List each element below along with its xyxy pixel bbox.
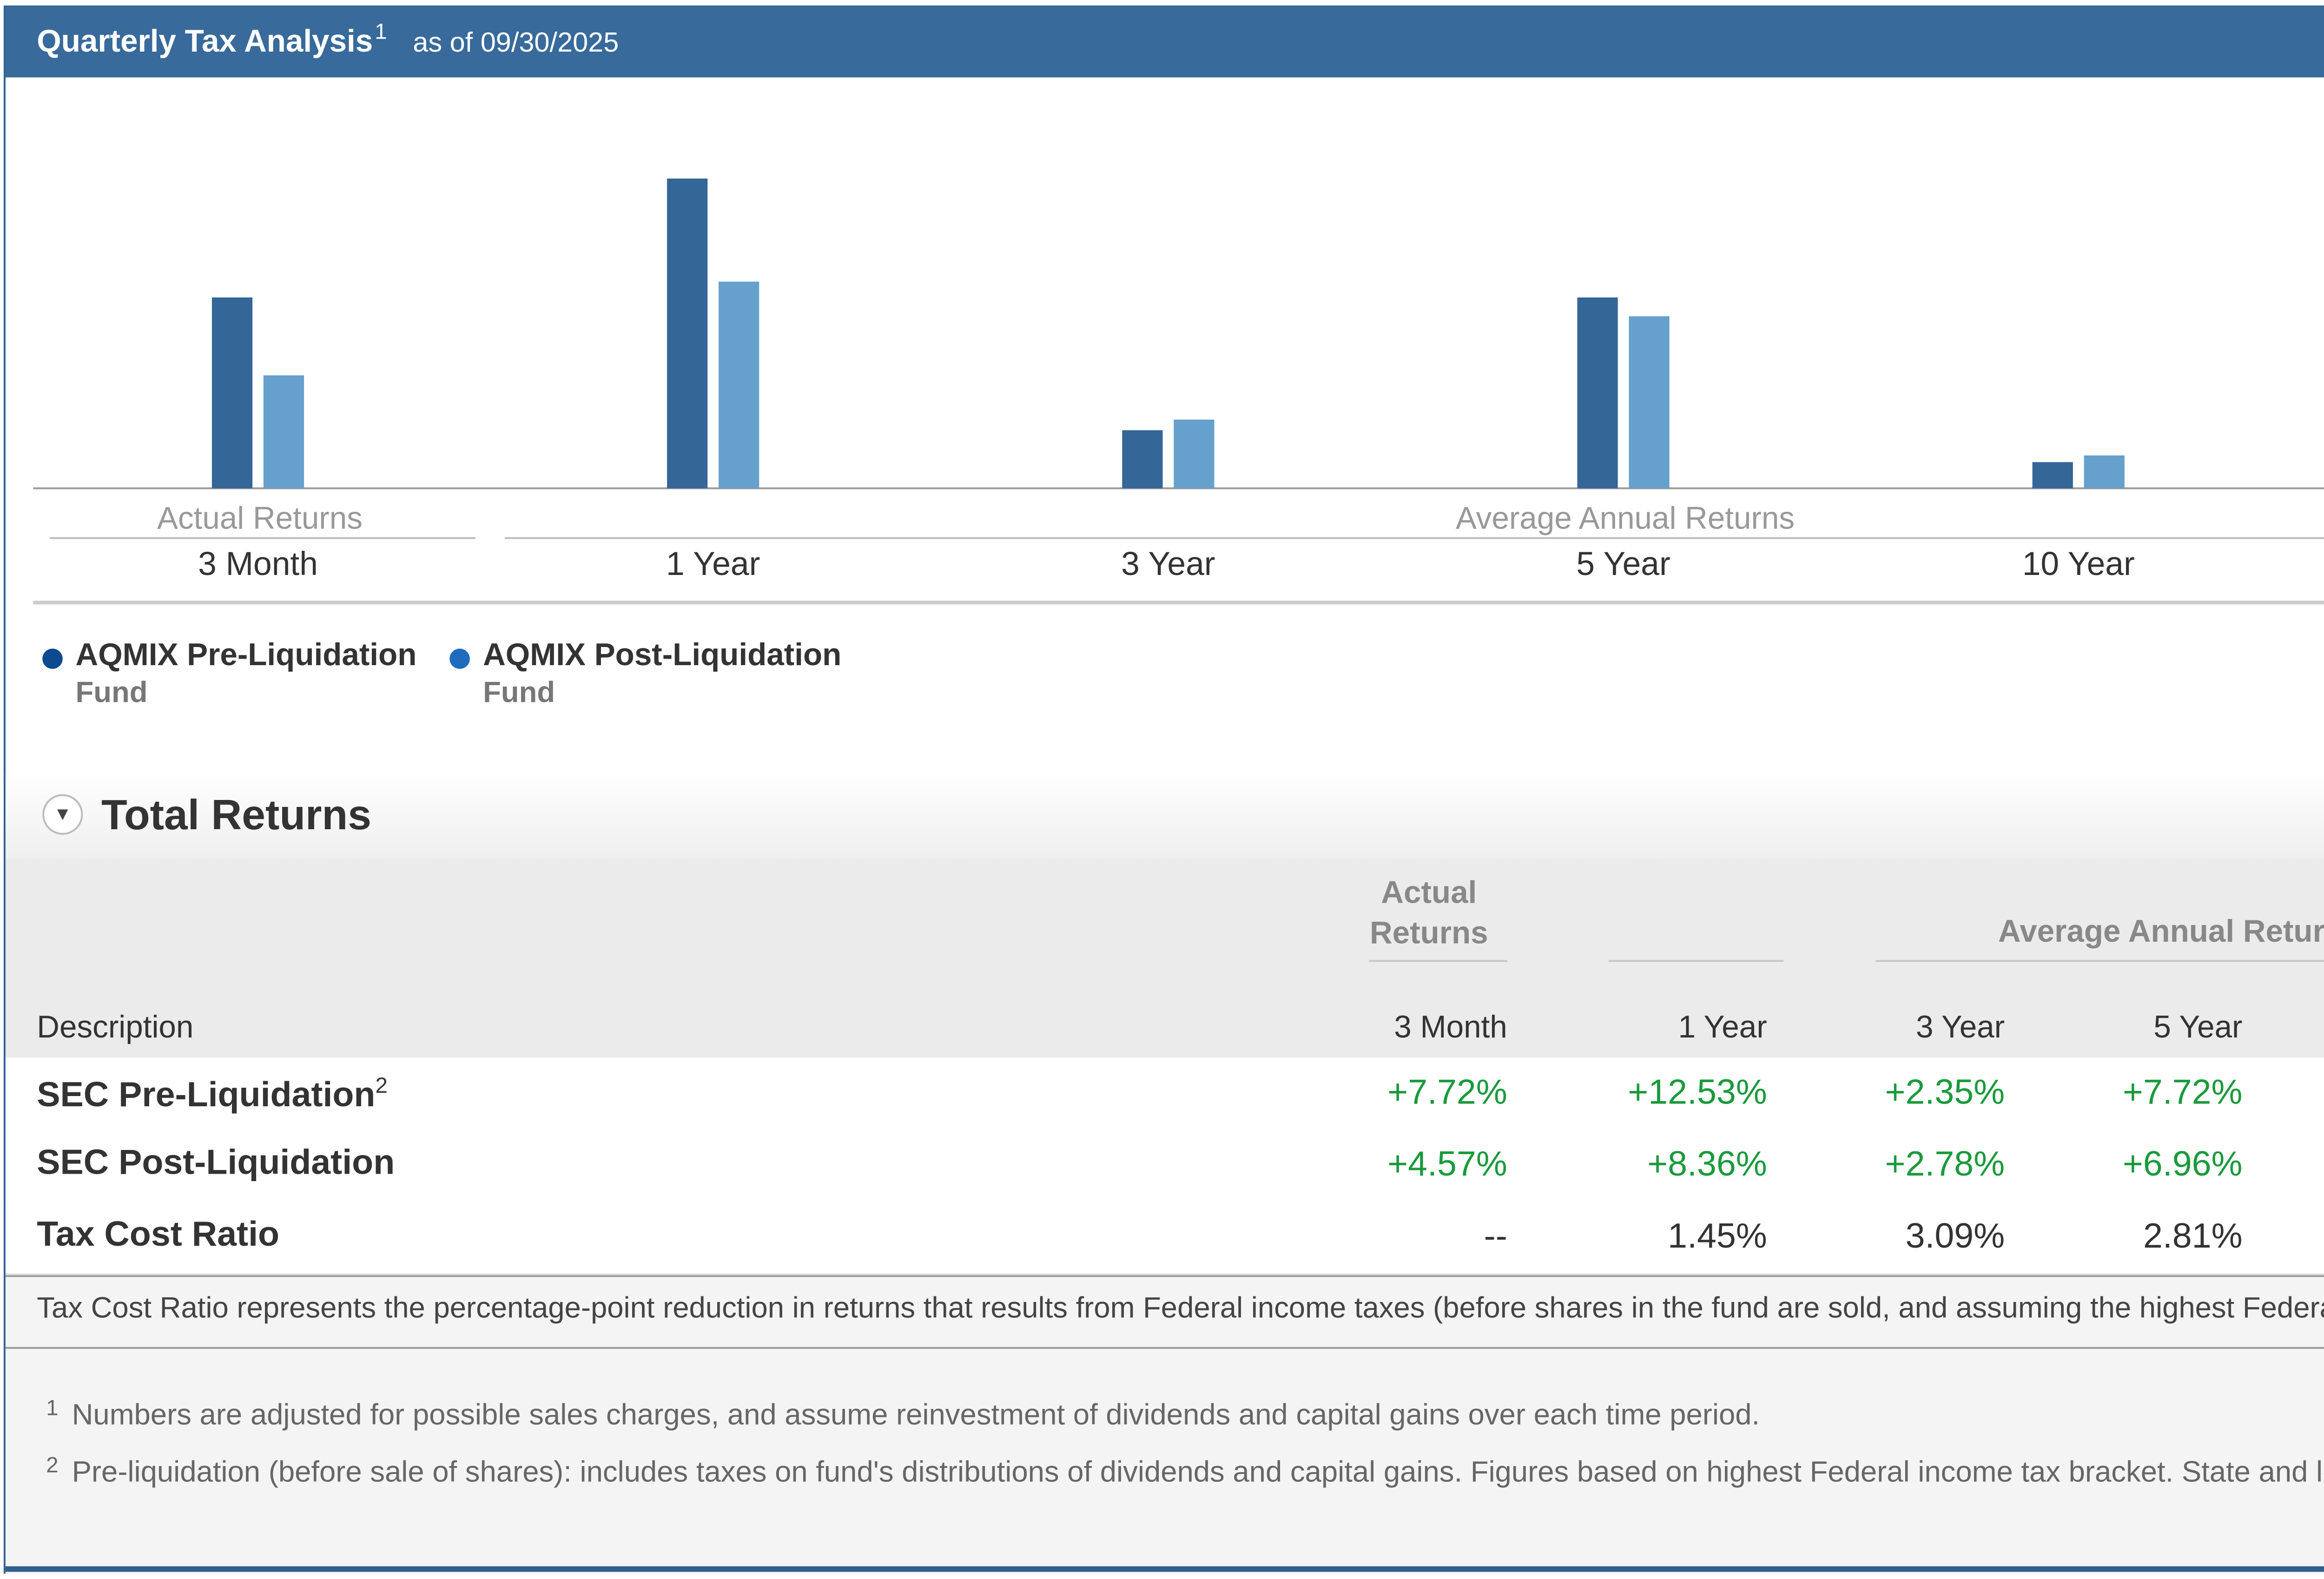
bar-post-3 <box>1629 316 1670 489</box>
table-cell: +2.78% <box>1885 1146 2005 1185</box>
table-cell: -- <box>1484 1218 1507 1257</box>
x-tick-label: 5 Year <box>1576 545 1670 582</box>
legend-label: AQMIX Post-Liquidation <box>483 637 842 673</box>
col-header-description: Description <box>37 1010 194 1045</box>
legend-sublabel: Fund <box>75 678 148 710</box>
table-cell: +8.36% <box>1647 1146 1767 1185</box>
chart-legend: AQMIX Pre-Liquidation Fund AQMIX Post-Liq… <box>42 638 841 712</box>
x-tick-label: 3 Year <box>1121 545 1215 582</box>
legend-sublabel: Fund <box>483 678 555 710</box>
group-header-average-annual: Average Annual Returns <box>1998 914 2324 949</box>
row-description-text: SEC Post-Liquidation <box>37 1144 395 1183</box>
table-cell: +1.06% <box>2259 1074 2324 1115</box>
table-cell: +4.57% <box>1387 1146 1507 1185</box>
footnote-1: 1 Numbers are adjusted for possible sales… <box>46 1395 2324 1435</box>
table-cell: +1.33% <box>2259 1146 2324 1187</box>
footnote-text: Pre-liquidation (before sale of shares):… <box>72 1457 2324 1489</box>
table-row: SEC Post-Liquidation +4.57% +8.36% +2.78% +6… <box>5 1130 2324 1203</box>
panel-title: Quarterly Tax Analysis 1 <box>37 19 387 61</box>
row-description: SEC Post-Liquidation <box>37 1144 395 1185</box>
bar-post-2 <box>1174 419 1215 489</box>
legend-item-pre-liquidation[interactable]: AQMIX Pre-Liquidation Fund <box>42 638 416 712</box>
table-cell: +2.35% <box>1885 1074 2005 1113</box>
footnotes: 1 Numbers are adjusted for possible sales… <box>5 1348 2324 1574</box>
returns-table-header: Actual Returns Average Annual Returns Des… <box>5 859 2324 1058</box>
quarterly-tax-analysis-panel: Quarterly Tax Analysis 1 as of 09/30/2025… <box>3 5 2324 1574</box>
table-cell: +7.72% <box>1387 1074 1507 1113</box>
table-cell: 2.81% <box>2143 1218 2243 1257</box>
collapse-chevron-down-icon[interactable]: ▼ <box>42 794 83 835</box>
as-of-date: as of 09/30/2025 <box>413 26 619 58</box>
group-rule-average <box>1875 960 2324 962</box>
x-tick-label: 3 Month <box>198 545 318 582</box>
x-tick-label: 10 Year <box>2022 545 2135 582</box>
bar-post-0 <box>263 375 304 489</box>
legend-dot-icon <box>42 648 63 669</box>
col-header-3-month[interactable]: 3 Month <box>1394 1010 1507 1045</box>
bar-pre-0 <box>211 297 253 489</box>
table-row: SEC Pre-Liquidation2 +7.72% +12.53% +2.35% +… <box>5 1057 2324 1132</box>
legend-dot-icon <box>449 648 470 669</box>
col-header-3-year[interactable]: 3 Year <box>1915 1010 2005 1045</box>
col-header-10-year[interactable]: 10 Year <box>2259 1010 2324 1046</box>
footnote-num: 2 <box>46 1452 59 1478</box>
group-header-actual-returns: Actual Returns <box>1351 873 1507 954</box>
col-header-5-year[interactable]: 5 Year <box>2153 1010 2243 1045</box>
legend-item-post-liquidation[interactable]: AQMIX Post-Liquidation Fund <box>449 638 841 712</box>
table-cell: +6.96% <box>2122 1146 2243 1185</box>
bar-pre-3 <box>1577 297 1618 489</box>
panel-bottom-border <box>5 1566 2324 1572</box>
bar-post-4 <box>2084 455 2125 489</box>
table-cell: +7.72% <box>2122 1074 2243 1113</box>
bar-pre-4 <box>2032 462 2073 489</box>
bar-pre-1 <box>667 178 708 489</box>
row-description-text: SEC Pre-Liquidation <box>37 1077 376 1116</box>
group-label-actual-returns: Actual Returns <box>157 501 363 536</box>
title-footnote-ref: 1 <box>375 18 387 45</box>
legend-label: AQMIX Pre-Liquidation <box>75 637 417 673</box>
panel-header: Quarterly Tax Analysis 1 as of 09/30/2025 <box>5 7 2324 78</box>
table-cell: +12.53% <box>1628 1074 1767 1113</box>
table-cell: 1.45% <box>1668 1218 1767 1257</box>
x-tick-label: 1 Year <box>666 545 760 582</box>
footnote-ref: 2 <box>375 1072 388 1098</box>
group-actual-line2: Returns <box>1369 916 1488 951</box>
row-description-text: Tax Cost Ratio <box>37 1216 280 1255</box>
footnote-text: Numbers are adjusted for possible sales … <box>72 1400 1760 1432</box>
table-row: Tax Cost Ratio--1.45%3.09%2.81%1.78%-- <box>5 1201 2324 1275</box>
legend-label-wrap: AQMIX Post-Liquidation Fund <box>483 638 841 712</box>
row-description: SEC Pre-Liquidation2 <box>37 1072 388 1117</box>
footnote-num: 1 <box>46 1394 59 1421</box>
legend-label-wrap: AQMIX Pre-Liquidation Fund <box>76 638 417 712</box>
tax-cost-ratio-note: Tax Cost Ratio represents the percentage… <box>5 1275 2324 1349</box>
bar-post-1 <box>719 281 759 489</box>
footnote-2: 2 Pre-liquidation (before sale of shares)… <box>46 1452 2324 1493</box>
row-description: Tax Cost Ratio <box>37 1216 279 1256</box>
total-returns-section-header[interactable]: ▼ Total Returns <box>5 770 2324 859</box>
table-cell: 3.09% <box>1905 1218 2005 1257</box>
table-cell: 1.78% <box>2259 1218 2324 1258</box>
panel-title-text: Quarterly Tax Analysis <box>37 24 373 59</box>
group-actual-line1: Actual <box>1381 875 1477 911</box>
total-returns-title: Total Returns <box>101 789 371 838</box>
bar-pre-2 <box>1122 430 1163 489</box>
col-header-1-year[interactable]: 1 Year <box>1678 1010 1767 1045</box>
group-rule-mid <box>1608 960 1784 962</box>
group-rule-actual <box>1369 960 1507 962</box>
group-label-average-annual-returns: Average Annual Returns <box>1456 501 1795 536</box>
